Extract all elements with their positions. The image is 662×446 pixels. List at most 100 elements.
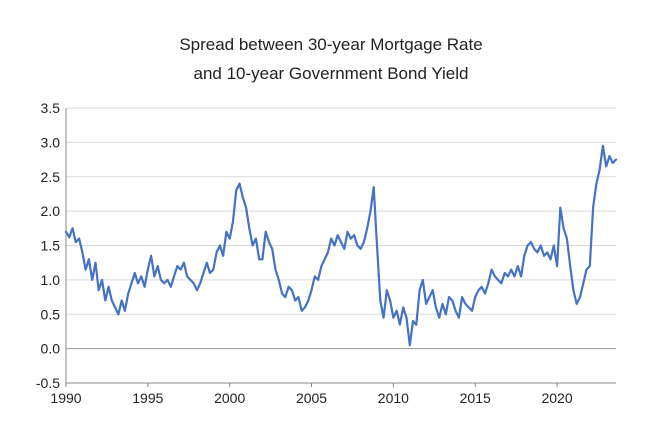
x-tick-label: 2000 [214,390,245,406]
data-point [376,245,378,247]
data-point [599,169,601,171]
data-point [212,269,214,271]
data-point [350,238,352,240]
data-point [183,262,185,264]
y-tick-label: 0.0 [41,341,61,357]
data-point [523,255,525,257]
data-point [252,245,254,247]
data-point [101,279,103,281]
data-point [75,241,77,243]
data-point [347,231,349,233]
data-point [222,255,224,257]
x-tick-label: 2020 [541,390,572,406]
data-point [104,300,106,302]
data-point [91,279,93,281]
data-point [170,286,172,288]
data-point [239,183,241,185]
data-point [553,245,555,247]
data-point [465,303,467,305]
data-point [255,238,257,240]
data-point [579,296,581,298]
data-point [248,227,250,229]
data-point [324,258,326,260]
data-point [497,279,499,281]
data-point [478,289,480,291]
data-point [291,289,293,291]
data-point [114,307,116,309]
data-point [268,241,270,243]
x-tick-label: 2010 [378,390,409,406]
data-point [501,282,503,284]
data-point [85,269,87,271]
data-point [458,317,460,319]
data-point [559,207,561,209]
data-point [131,282,133,284]
data-point [154,276,156,278]
data-point [586,269,588,271]
data-point [176,265,178,267]
data-point [556,265,558,267]
data-point [409,344,411,346]
data-point [563,227,565,229]
data-point [242,197,244,199]
data-point [455,310,457,312]
y-tick-label: -0.5 [36,375,60,391]
data-point [396,310,398,312]
data-point [550,258,552,260]
data-point [284,296,286,298]
data-point [314,276,316,278]
data-point [307,300,309,302]
data-point [118,313,120,315]
data-point [389,300,391,302]
data-point [229,238,231,240]
data-point [288,286,290,288]
data-point [520,276,522,278]
data-point [321,265,323,267]
data-point [415,324,417,326]
data-point [147,269,149,271]
data-point [82,252,84,254]
data-point [121,300,123,302]
data-point [471,310,473,312]
data-point [429,296,431,298]
data-point [327,252,329,254]
data-point [343,248,345,250]
y-tick-label: 2.0 [41,203,61,219]
chart-title-line-1: Spread between 30-year Mortgage Rate [179,35,482,54]
data-point [510,269,512,271]
x-tick-label: 1990 [50,390,81,406]
data-point [219,245,221,247]
data-point [419,289,421,291]
data-point [72,227,74,229]
data-point [494,276,496,278]
chart-container: Spread between 30-year Mortgage Rate and… [0,0,662,441]
data-point [432,289,434,291]
data-point [360,248,362,250]
data-point [474,296,476,298]
data-point [451,300,453,302]
data-point [504,272,506,274]
data-point [301,310,303,312]
data-point [317,279,319,281]
data-point [88,258,90,260]
data-point [379,300,381,302]
data-point [330,238,332,240]
data-point [468,307,470,309]
data-point [275,269,277,271]
data-point [605,166,607,168]
data-point [180,269,182,271]
data-point [537,252,539,254]
data-point [435,307,437,309]
data-point [602,145,604,147]
data-point [533,248,535,250]
data-point [609,155,611,157]
data-point [386,289,388,291]
data-point [235,190,237,192]
data-point [127,293,129,295]
data-point [445,313,447,315]
data-point [226,231,228,233]
data-point [546,252,548,254]
data-point [448,296,450,298]
data-point [78,238,80,240]
data-point [596,183,598,185]
